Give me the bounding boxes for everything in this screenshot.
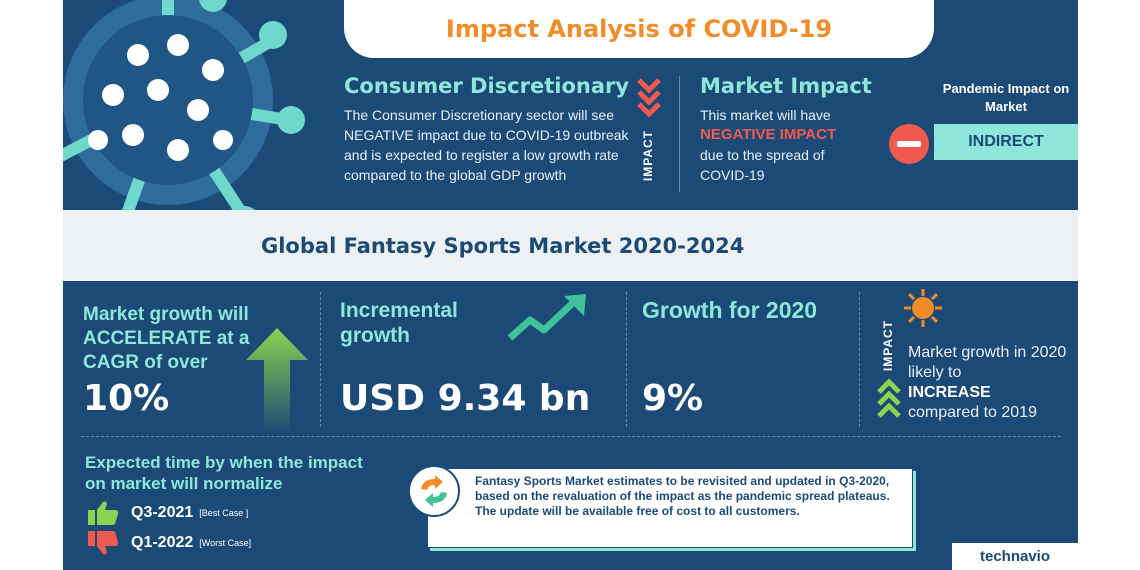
impact-vertical-label: IMPACT — [881, 320, 895, 372]
best-case-row: Q3-2021 [Best Case ] — [87, 500, 248, 526]
worst-case-row: Q1-2022 [Worst Case] — [87, 530, 251, 556]
incremental-label: Incremental growth — [340, 299, 458, 347]
market-title-band: Global Fantasy Sports Market 2020-2024 — [63, 210, 1078, 281]
divider — [320, 292, 321, 427]
trend-up-icon — [507, 294, 586, 341]
impact-vertical-label: IMPACT — [641, 130, 655, 182]
growth-2020-value: 9% — [642, 378, 704, 419]
cagr-value: 10% — [83, 378, 170, 419]
divider — [81, 436, 1061, 437]
worst-case-quarter: Q1-2022 — [131, 534, 194, 551]
market-impact-emphasis: NEGATIVE IMPACT — [700, 126, 837, 143]
market-impact-line1: This market will have — [700, 107, 831, 123]
growth-2020-line1: Market growth in 2020 likely to — [908, 344, 1067, 381]
pandemic-impact-box: INDIRECT — [934, 124, 1078, 160]
page-title: Impact Analysis of COVID-19 — [445, 15, 833, 43]
chevron-down-icon — [637, 78, 661, 118]
growth-2020-text: Market growth in 2020 likely to INCREASE… — [908, 343, 1078, 423]
refresh-icon — [408, 465, 460, 517]
market-impact-line2: due to the spread of COVID-19 — [700, 147, 825, 183]
technavio-logo: technavio — [952, 543, 1078, 570]
infographic-canvas: Impact Analysis of COVID-19 Consumer Dis… — [63, 0, 1078, 570]
incremental-value: USD 9.34 bn — [340, 378, 591, 419]
pandemic-impact-label: Pandemic Impact on Market — [942, 81, 1070, 114]
logo-text: technavio — [979, 548, 1051, 565]
consumer-discretionary-text: The Consumer Discretionary sector will s… — [344, 107, 629, 183]
header-title-pill: Impact Analysis of COVID-19 — [344, 0, 934, 58]
normalize-title: Expected time by when the impact on mark… — [85, 453, 363, 493]
divider — [626, 292, 627, 427]
thumbs-down-icon — [88, 531, 119, 555]
update-note-box — [427, 468, 913, 548]
market-title: Global Fantasy Sports Market 2020-2024 — [261, 233, 745, 258]
best-case-quarter: Q3-2021 — [131, 504, 194, 521]
market-impact-text: This market will have NEGATIVE IMPACT du… — [700, 105, 870, 185]
thumbs-up-icon — [88, 501, 119, 525]
minus-circle-icon — [889, 124, 929, 164]
chevron-up-icon — [877, 378, 901, 418]
divider — [679, 76, 680, 192]
up-arrow-icon — [246, 328, 308, 433]
update-note-text: Fantasy Sports Market estimates to be re… — [475, 474, 890, 518]
pandemic-impact-value: INDIRECT — [968, 133, 1044, 150]
growth-2020-emphasis: INCREASE — [908, 384, 991, 401]
best-case-tag: [Best Case ] — [199, 508, 249, 518]
growth-2020-line2: compared to 2019 — [908, 404, 1037, 421]
sun-icon — [904, 289, 942, 327]
growth-2020-label: Growth for 2020 — [642, 297, 818, 323]
divider — [859, 292, 860, 427]
cagr-label: Market growth will ACCELERATE at a CAGR … — [83, 304, 250, 373]
consumer-discretionary-title: Consumer Discretionary — [344, 74, 630, 98]
worst-case-tag: [Worst Case] — [199, 538, 252, 548]
market-impact-title: Market Impact — [700, 74, 872, 98]
